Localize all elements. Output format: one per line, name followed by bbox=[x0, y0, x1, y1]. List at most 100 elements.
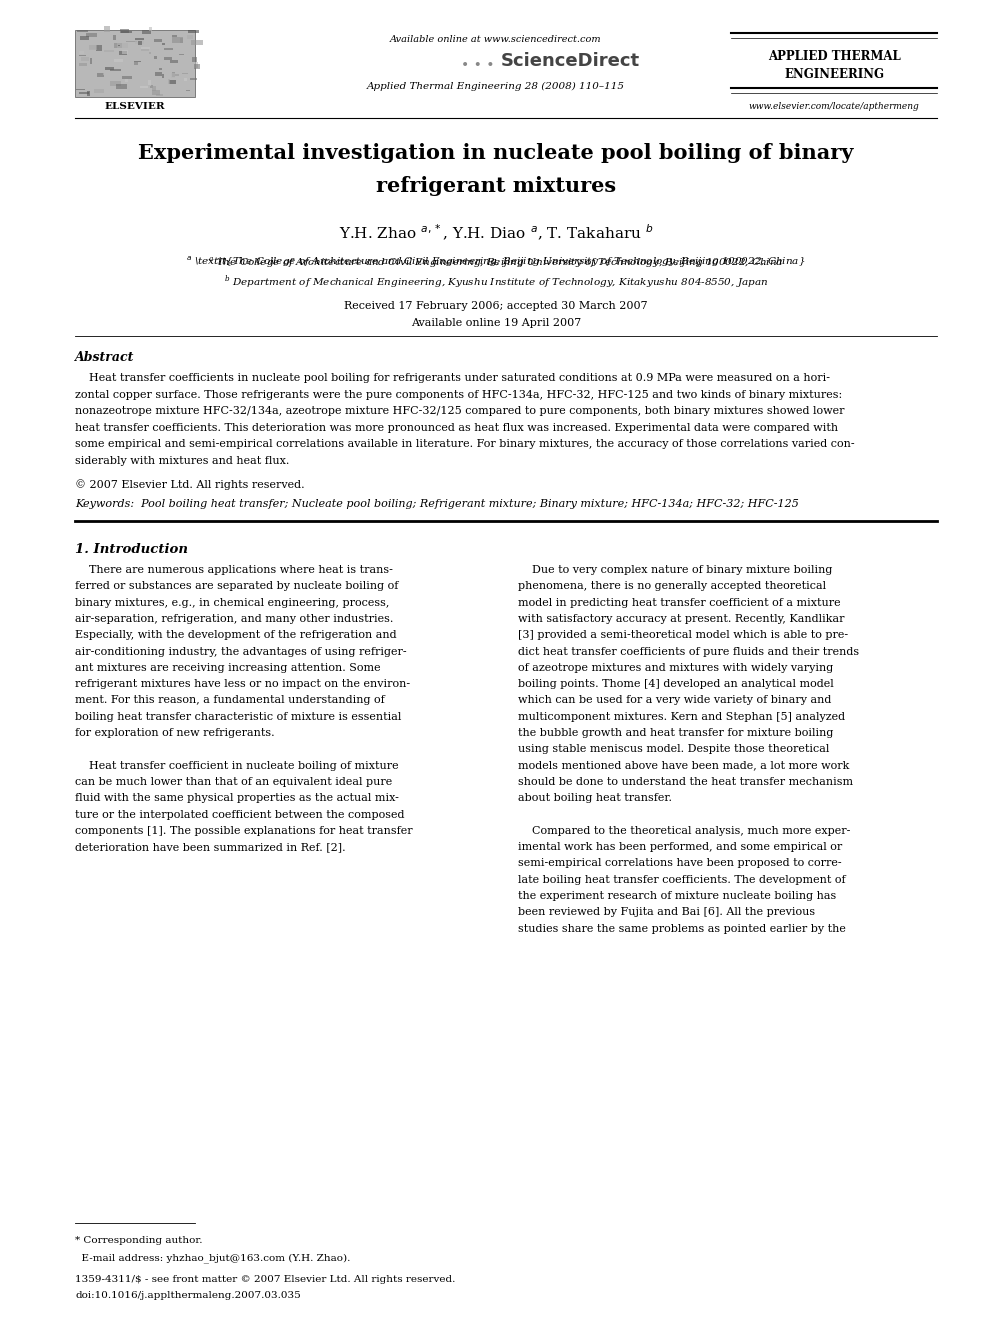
Text: * Corresponding author.: * Corresponding author. bbox=[75, 1236, 202, 1245]
Bar bbox=[93, 89, 104, 93]
Bar bbox=[191, 40, 202, 45]
Bar bbox=[152, 90, 160, 95]
Text: multicomponent mixtures. Kern and Stephan [5] analyzed: multicomponent mixtures. Kern and Stepha… bbox=[519, 712, 845, 722]
Text: components [1]. The possible explanations for heat transfer: components [1]. The possible explanation… bbox=[75, 826, 413, 836]
Bar bbox=[78, 91, 89, 94]
Text: Especially, with the development of the refrigeration and: Especially, with the development of the … bbox=[75, 630, 397, 640]
Bar bbox=[75, 30, 195, 97]
Bar bbox=[119, 52, 127, 54]
Bar bbox=[120, 29, 129, 33]
Text: of azeotrope mixtures and mixtures with widely varying: of azeotrope mixtures and mixtures with … bbox=[519, 663, 833, 673]
Text: E-mail address: yhzhao_bjut@163.com (Y.H. Zhao).: E-mail address: yhzhao_bjut@163.com (Y.H… bbox=[75, 1253, 350, 1263]
Text: Due to very complex nature of binary mixture boiling: Due to very complex nature of binary mix… bbox=[519, 565, 833, 576]
Bar bbox=[163, 42, 166, 45]
Text: phenomena, there is no generally accepted theoretical: phenomena, there is no generally accepte… bbox=[519, 581, 826, 591]
Bar bbox=[121, 30, 132, 33]
Bar bbox=[89, 45, 97, 50]
Text: using stable meniscus model. Despite those theoretical: using stable meniscus model. Despite tho… bbox=[519, 745, 830, 754]
Bar bbox=[140, 86, 150, 87]
Bar bbox=[96, 45, 102, 50]
Text: doi:10.1016/j.applthermaleng.2007.03.035: doi:10.1016/j.applthermaleng.2007.03.035 bbox=[75, 1291, 301, 1301]
Text: Y.H. Zhao $^{a,*}$, Y.H. Diao $^{a}$, T. Takaharu $^{b}$: Y.H. Zhao $^{a,*}$, Y.H. Diao $^{a}$, T.… bbox=[339, 224, 653, 243]
Bar bbox=[172, 73, 176, 78]
Bar bbox=[104, 26, 110, 32]
Text: semi-empirical correlations have been proposed to corre-: semi-empirical correlations have been pr… bbox=[519, 859, 842, 868]
Text: models mentioned above have been made, a lot more work: models mentioned above have been made, a… bbox=[519, 761, 850, 770]
Bar bbox=[187, 30, 199, 33]
Text: can be much lower than that of an equivalent ideal pure: can be much lower than that of an equiva… bbox=[75, 777, 392, 787]
Text: www.elsevier.com/locate/apthermeng: www.elsevier.com/locate/apthermeng bbox=[749, 102, 920, 111]
Text: 1359-4311/$ - see front matter © 2007 Elsevier Ltd. All rights reserved.: 1359-4311/$ - see front matter © 2007 El… bbox=[75, 1275, 455, 1285]
Bar bbox=[190, 78, 197, 81]
Text: which can be used for a very wide variety of binary and: which can be used for a very wide variet… bbox=[519, 696, 832, 705]
Bar bbox=[149, 52, 152, 54]
Bar bbox=[152, 86, 156, 91]
Bar bbox=[186, 62, 198, 69]
Text: Compared to the theoretical analysis, much more exper-: Compared to the theoretical analysis, mu… bbox=[519, 826, 851, 836]
Bar bbox=[113, 36, 115, 41]
Bar bbox=[164, 48, 173, 50]
Bar bbox=[79, 64, 86, 66]
Bar bbox=[141, 46, 150, 49]
Bar bbox=[168, 78, 170, 83]
Text: been reviewed by Fujita and Bai [6]. All the previous: been reviewed by Fujita and Bai [6]. All… bbox=[519, 908, 815, 917]
Bar bbox=[89, 58, 92, 64]
Bar bbox=[193, 65, 199, 69]
Bar bbox=[170, 79, 177, 83]
Bar bbox=[149, 26, 152, 30]
Text: Applied Thermal Engineering 28 (2008) 110–115: Applied Thermal Engineering 28 (2008) 11… bbox=[367, 82, 625, 91]
Text: with satisfactory accuracy at present. Recently, Kandlikar: with satisfactory accuracy at present. R… bbox=[519, 614, 845, 624]
Text: model in predicting heat transfer coefficient of a mixture: model in predicting heat transfer coeffi… bbox=[519, 598, 841, 607]
Text: ENGINEERING: ENGINEERING bbox=[784, 67, 884, 81]
Bar bbox=[180, 37, 184, 44]
Text: dict heat transfer coefficients of pure fluids and their trends: dict heat transfer coefficients of pure … bbox=[519, 647, 860, 656]
Bar bbox=[162, 74, 164, 78]
Bar bbox=[122, 75, 132, 79]
Bar bbox=[134, 62, 138, 65]
Text: There are numerous applications where heat is trans-: There are numerous applications where he… bbox=[75, 565, 393, 576]
Text: imental work has been performed, and some empirical or: imental work has been performed, and som… bbox=[519, 843, 843, 852]
Text: Heat transfer coefficient in nucleate boiling of mixture: Heat transfer coefficient in nucleate bo… bbox=[75, 761, 399, 770]
Bar bbox=[192, 57, 197, 62]
Text: the experiment research of mixture nucleate boiling has: the experiment research of mixture nucle… bbox=[519, 890, 836, 901]
Text: [3] provided a semi-theoretical model which is able to pre-: [3] provided a semi-theoretical model wh… bbox=[519, 630, 848, 640]
Text: late boiling heat transfer coefficients. The development of: late boiling heat transfer coefficients.… bbox=[519, 875, 846, 885]
Bar bbox=[116, 85, 127, 90]
Text: for exploration of new refrigerants.: for exploration of new refrigerants. bbox=[75, 728, 275, 738]
Text: $^{\mathregular{a}}$ The College of Architecture and Civil Engineering, Beijing : $^{\mathregular{a}}$ The College of Arch… bbox=[208, 255, 784, 270]
Bar bbox=[114, 60, 123, 62]
Text: ant mixtures are receiving increasing attention. Some: ant mixtures are receiving increasing at… bbox=[75, 663, 381, 673]
Bar bbox=[110, 81, 121, 86]
Text: binary mixtures, e.g., in chemical engineering, process,: binary mixtures, e.g., in chemical engin… bbox=[75, 598, 390, 607]
Bar bbox=[81, 57, 88, 61]
Bar bbox=[114, 42, 122, 48]
Bar bbox=[155, 73, 162, 77]
Bar bbox=[138, 41, 142, 45]
Text: ELSEVIER: ELSEVIER bbox=[105, 102, 166, 111]
Bar bbox=[171, 60, 179, 64]
Text: ferred or substances are separated by nucleate boiling of: ferred or substances are separated by nu… bbox=[75, 581, 399, 591]
Text: 1. Introduction: 1. Introduction bbox=[75, 542, 188, 556]
Bar bbox=[182, 73, 187, 74]
Text: studies share the same problems as pointed earlier by the: studies share the same problems as point… bbox=[519, 923, 846, 934]
Bar bbox=[128, 86, 130, 91]
Text: boiling points. Thome [4] developed an analytical model: boiling points. Thome [4] developed an a… bbox=[519, 679, 834, 689]
Text: Heat transfer coefficients in nucleate pool boiling for refrigerants under satur: Heat transfer coefficients in nucleate p… bbox=[75, 373, 830, 382]
Text: ScienceDirect: ScienceDirect bbox=[501, 52, 640, 70]
Text: ture or the interpolated coefficient between the composed: ture or the interpolated coefficient bet… bbox=[75, 810, 405, 819]
Text: Received 17 February 2006; accepted 30 March 2007: Received 17 February 2006; accepted 30 M… bbox=[344, 302, 648, 311]
Text: • • •: • • • bbox=[461, 58, 494, 71]
Text: $^{a}$ \textit{The College of Architecture and Civil Engineering, Beijing Univer: $^{a}$ \textit{The College of Architectu… bbox=[186, 255, 806, 270]
Bar bbox=[118, 45, 120, 46]
Bar bbox=[149, 85, 154, 87]
Text: siderably with mixtures and heat flux.: siderably with mixtures and heat flux. bbox=[75, 455, 290, 466]
Text: refrigerant mixtures have less or no impact on the environ-: refrigerant mixtures have less or no imp… bbox=[75, 679, 410, 689]
Text: Available online at www.sciencedirect.com: Available online at www.sciencedirect.co… bbox=[390, 34, 602, 44]
Bar bbox=[154, 38, 162, 42]
Bar bbox=[172, 36, 178, 37]
Bar bbox=[141, 49, 150, 50]
Bar bbox=[80, 36, 89, 40]
Text: boiling heat transfer characteristic of mixture is essential: boiling heat transfer characteristic of … bbox=[75, 712, 402, 722]
Bar bbox=[142, 30, 151, 34]
Bar bbox=[97, 74, 104, 77]
